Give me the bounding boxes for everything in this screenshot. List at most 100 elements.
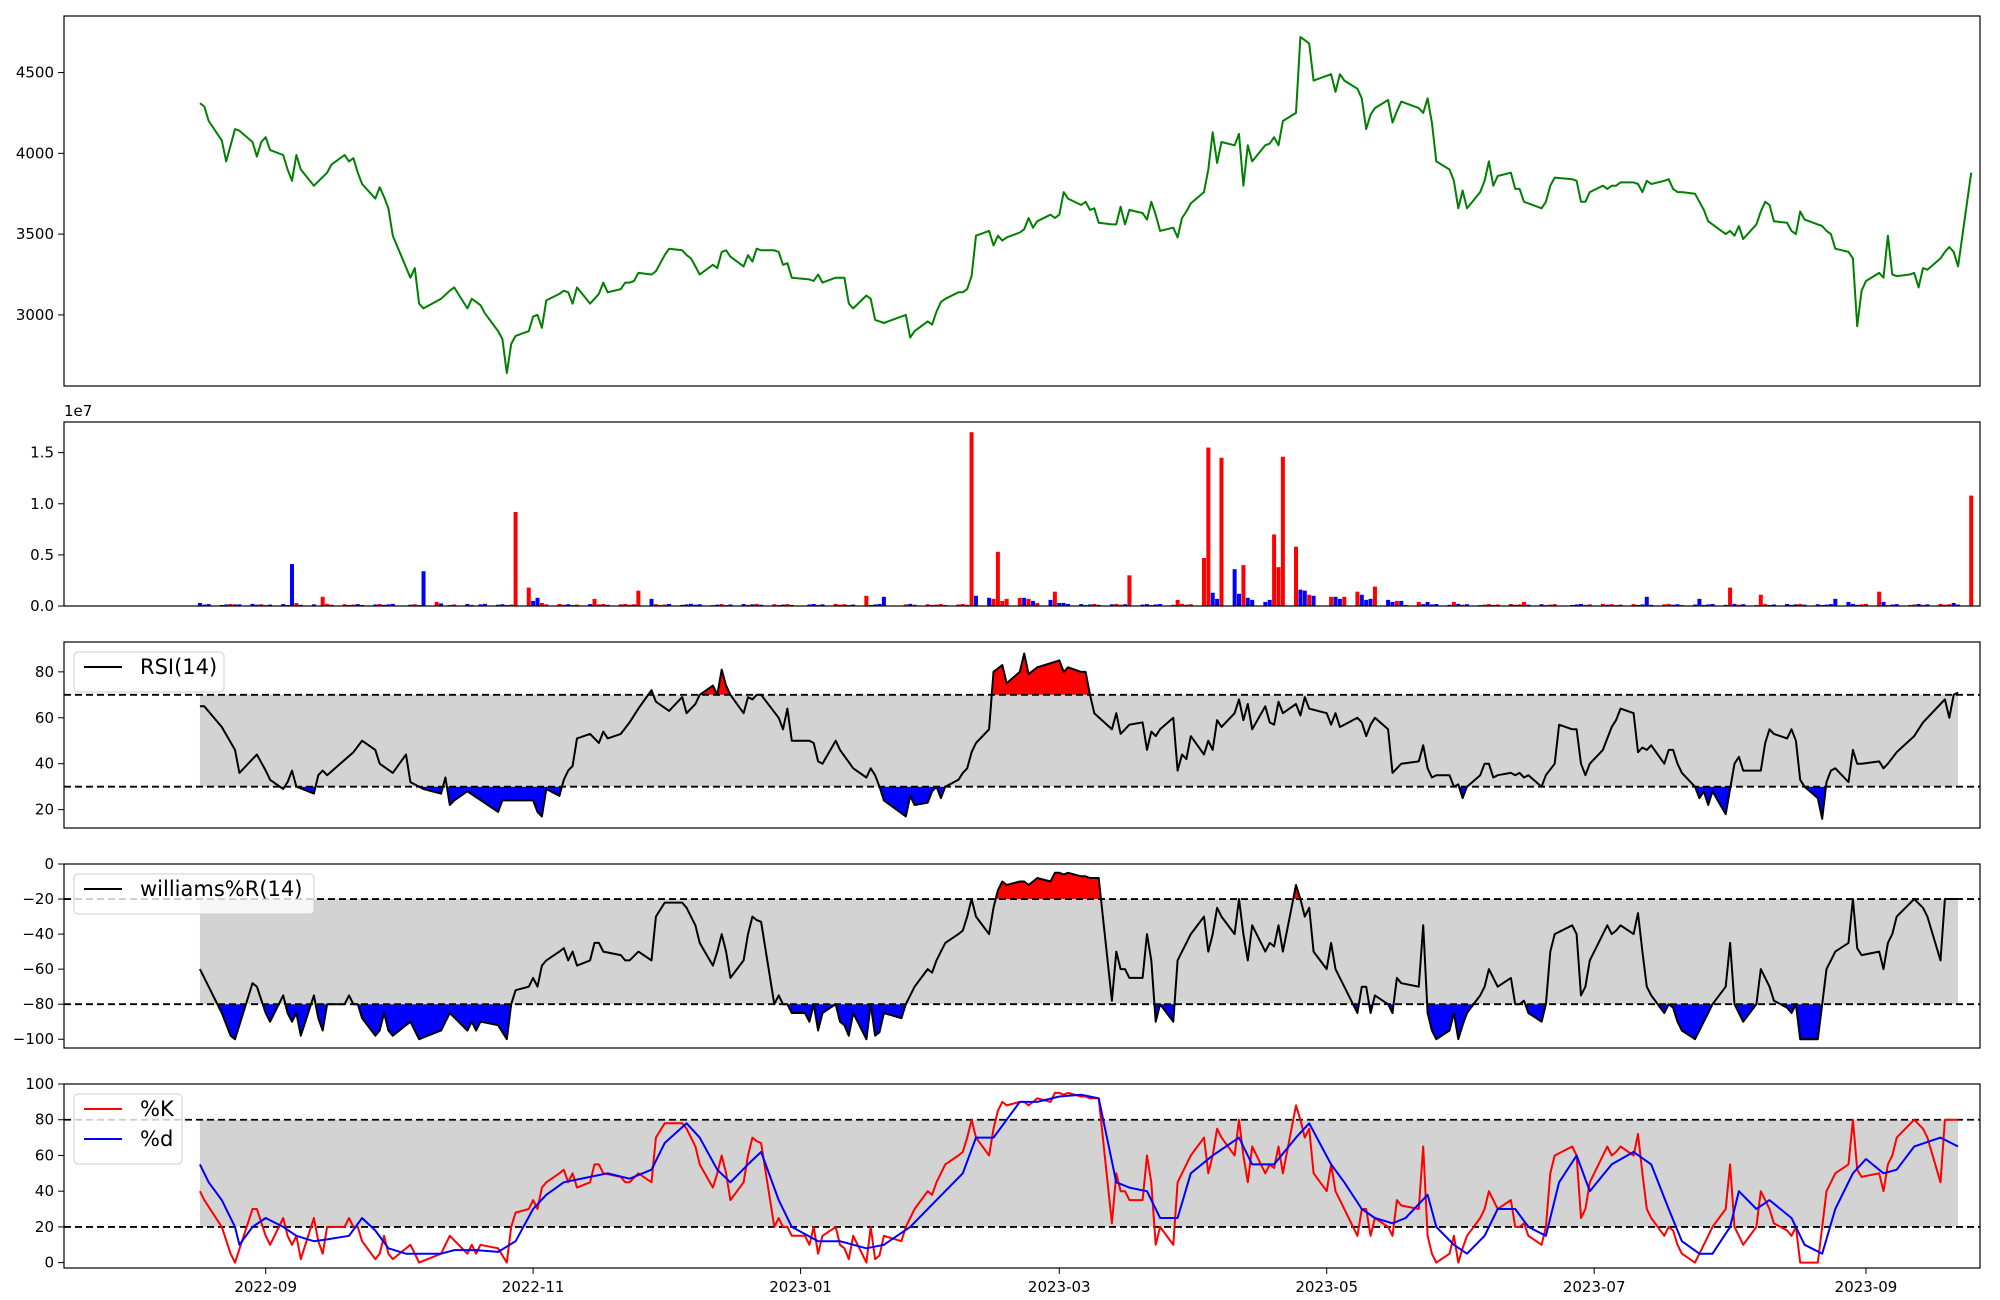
volume-bar	[439, 603, 444, 606]
volume-bar	[386, 604, 391, 606]
volume-bar	[1802, 604, 1807, 606]
y-tick-label: 80	[35, 1111, 54, 1129]
volume-bar	[1118, 604, 1123, 606]
volume-bar	[434, 601, 439, 606]
y-tick-label: 3500	[16, 225, 54, 243]
volume-bar	[877, 603, 882, 606]
volume-bar	[1425, 601, 1430, 606]
volume-bar	[1079, 604, 1084, 606]
volume-bar	[561, 604, 566, 606]
volume-bar	[1272, 534, 1277, 606]
panel-frame	[63, 641, 1981, 829]
volume-bar	[1465, 604, 1470, 606]
volume-bar	[1881, 601, 1886, 606]
volume-bar	[1386, 599, 1391, 606]
y-axis: 0 20 40 60 80 100	[25, 1075, 64, 1272]
volume-bar	[754, 603, 759, 606]
volume-bar	[693, 604, 698, 606]
volume-bar	[232, 604, 237, 606]
volume-bar	[842, 604, 847, 606]
volume-bar	[325, 603, 330, 606]
volume-bar	[1482, 604, 1487, 606]
volume-bar	[1017, 597, 1022, 606]
volume-bar	[373, 604, 378, 606]
volume-bar	[851, 604, 856, 606]
volume-bar	[465, 603, 470, 606]
y-tick-label: −80	[22, 995, 54, 1013]
volume-bar	[1250, 599, 1255, 606]
volume-bar	[1263, 601, 1268, 606]
series-line-1	[199, 1091, 1959, 1264]
volume-bar	[1276, 567, 1281, 606]
volume-bar	[1364, 599, 1369, 606]
volume-bar	[960, 603, 965, 606]
volume-bar	[1232, 569, 1237, 606]
volume-bar	[544, 604, 549, 606]
x-tick-label: 2023-05	[1295, 1278, 1358, 1296]
volume-bar	[1486, 604, 1491, 606]
volume-bar	[820, 604, 825, 606]
volume-bar	[355, 604, 360, 606]
volume-bar	[1675, 604, 1680, 606]
volume-bar	[1434, 603, 1439, 606]
volume-bar	[995, 551, 1000, 606]
volume-bar	[1947, 604, 1952, 606]
neutral-band	[199, 694, 1959, 787]
y-tick-label: 3000	[16, 306, 54, 324]
volume-bar	[1066, 603, 1071, 606]
volume-bar	[987, 597, 992, 606]
volume-bar	[1815, 604, 1820, 606]
volume-bar	[1302, 590, 1307, 606]
volume-bar	[421, 571, 426, 606]
oversold-fill	[1668, 1004, 1713, 1040]
volume-bar	[535, 597, 540, 606]
volume-bar	[1890, 604, 1895, 606]
legend-box	[73, 1093, 183, 1165]
y-tick-label: 40	[35, 1182, 54, 1200]
volume-bar	[1416, 601, 1421, 606]
volume-bar	[991, 598, 996, 606]
x-tick-label: 2023-03	[1028, 1278, 1091, 1296]
volume-bar	[1609, 604, 1614, 606]
volume-bar	[1294, 546, 1299, 606]
volume-bar	[1938, 603, 1943, 606]
x-tick-label: 2023-01	[769, 1278, 832, 1296]
volume-bar	[452, 604, 457, 606]
volume-bar	[478, 604, 483, 606]
volume-bar	[1850, 603, 1855, 606]
volume-bar	[496, 604, 501, 606]
volume-bar	[908, 603, 913, 606]
y-tick-label: 60	[35, 1146, 54, 1164]
oversold-fill	[1734, 1004, 1757, 1022]
volume-bar	[785, 604, 790, 606]
series-line-1	[199, 871, 1959, 1041]
volume-bar	[1618, 604, 1623, 606]
volume-bar	[1916, 603, 1921, 606]
volume-bar	[1877, 591, 1882, 606]
y-tick-label: −40	[22, 925, 54, 943]
volume-bar	[294, 602, 299, 606]
volume-bar	[1206, 447, 1211, 606]
oversold-fill	[870, 1004, 906, 1036]
y-tick-label: 0	[44, 1254, 54, 1272]
neutral-band	[199, 1119, 1959, 1227]
volume-bar	[1180, 603, 1185, 606]
volume-bar	[1201, 557, 1206, 606]
volume-bar	[973, 595, 978, 606]
oversold-fill	[217, 1004, 246, 1040]
volume-bar	[1092, 603, 1097, 606]
volume-bar	[1587, 604, 1592, 606]
volume-bar	[1710, 603, 1715, 606]
volume-bar	[539, 602, 544, 606]
oversold-fill	[1795, 1004, 1823, 1040]
panel-frame	[63, 863, 1981, 1049]
volume-bar	[618, 604, 623, 606]
y-tick-label: −20	[22, 890, 54, 908]
volume-bar	[1828, 604, 1833, 606]
volume-bar	[1311, 595, 1316, 606]
volume-bar	[1451, 601, 1456, 606]
volume-bar	[636, 590, 641, 606]
series-line-2	[199, 1093, 1959, 1255]
legend-label: %d	[140, 1127, 173, 1151]
